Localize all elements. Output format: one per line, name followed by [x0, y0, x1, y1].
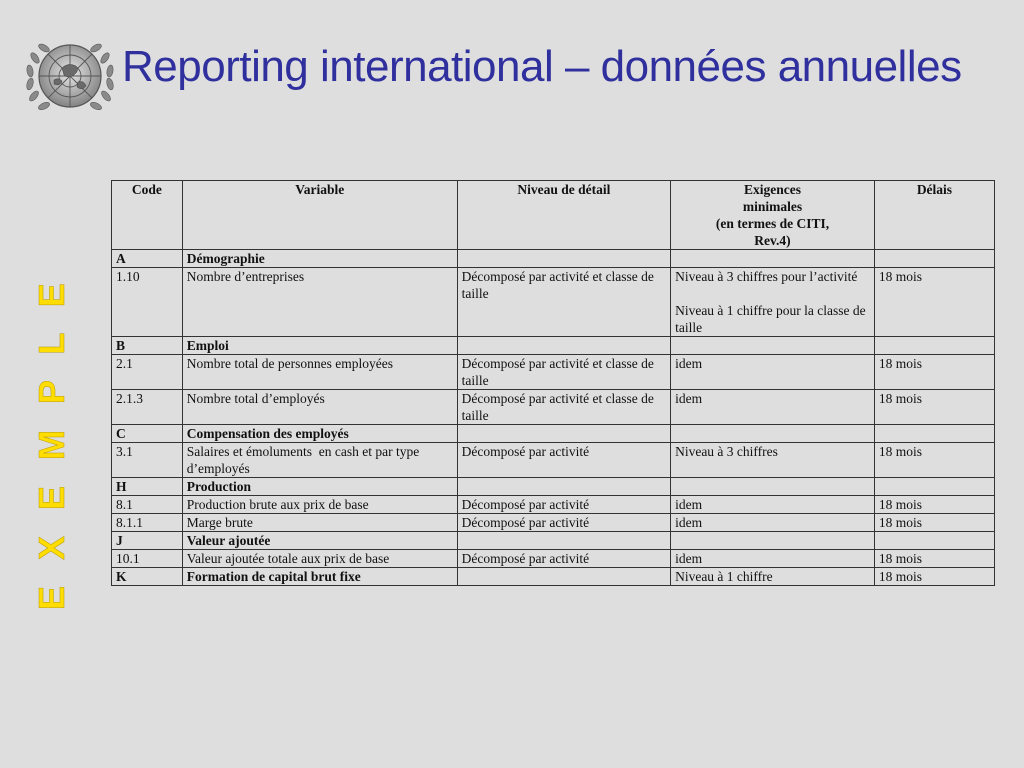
page-title: Reporting international – données annuel… — [122, 42, 962, 91]
cell-exigences — [670, 424, 875, 443]
cell-niveau — [456, 567, 672, 586]
cell-variable: Salaires et émoluments en cash et par ty… — [181, 442, 458, 478]
cell-variable: Marge brute — [181, 513, 458, 532]
cell-delais: 18 mois — [873, 389, 996, 425]
cell-code: 8.1.1 — [111, 513, 183, 532]
table-row: 3.1 Salaires et émoluments en cash et pa… — [111, 442, 996, 478]
cell-delais — [873, 424, 996, 443]
cell-exigences: Niveau à 3 chiffres — [670, 442, 875, 478]
cell-code: K — [111, 567, 183, 586]
cell-code: A — [111, 249, 183, 268]
header-exigences-line: (en termes de CITI, — [715, 216, 830, 231]
table-row: 2.1 Nombre total de personnes employées … — [111, 354, 996, 390]
cell-code: J — [111, 531, 183, 550]
table-row-section: H Production — [111, 477, 996, 496]
cell-exigences — [670, 477, 875, 496]
cell-variable: Production brute aux prix de base — [181, 495, 458, 514]
cell-niveau: Décomposé par activité et classe de tail… — [456, 389, 672, 425]
cell-exigences — [670, 249, 875, 268]
cell-exigences — [670, 531, 875, 550]
header-variable: Variable — [181, 180, 458, 250]
cell-code: 3.1 — [111, 442, 183, 478]
cell-delais — [873, 336, 996, 355]
table-row-section: B Emploi — [111, 336, 996, 355]
exigences-text: Niveau à 3 chiffres pour l’activité — [675, 269, 858, 284]
cell-code: H — [111, 477, 183, 496]
table-header-row: Code Variable Niveau de détail Exigences… — [111, 180, 996, 250]
header-exigences-line: Exigences — [743, 182, 801, 197]
cell-niveau — [456, 336, 672, 355]
cell-niveau: Décomposé par activité — [456, 442, 672, 478]
cell-exigences — [670, 336, 875, 355]
table-row: 2.1.3 Nombre total d’employés Décomposé … — [111, 389, 996, 425]
header-exigences: Exigences minimales (en termes de CITI, … — [670, 180, 875, 250]
cell-delais: 18 mois — [873, 442, 996, 478]
table-row-section: K Formation de capital brut fixe Niveau … — [111, 567, 996, 586]
table-row: 10.1 Valeur ajoutée totale aux prix de b… — [111, 549, 996, 568]
header-delais: Délais — [873, 180, 996, 250]
cell-variable: Nombre total d’employés — [181, 389, 458, 425]
cell-delais: 18 mois — [873, 495, 996, 514]
exemple-side-label: E X E M P L E — [31, 275, 73, 610]
cell-niveau — [456, 249, 672, 268]
header-code: Code — [111, 180, 183, 250]
exigences-text-2: Niveau à 1 chiffre pour la classe de tai… — [675, 303, 866, 335]
un-emblem-icon — [26, 43, 114, 111]
cell-code: 2.1.3 — [111, 389, 183, 425]
annual-reporting-table: Code Variable Niveau de détail Exigences… — [111, 180, 996, 586]
table-row: 8.1 Production brute aux prix de base Dé… — [111, 495, 996, 514]
cell-niveau: Décomposé par activité — [456, 495, 672, 514]
cell-delais — [873, 249, 996, 268]
cell-exigences: idem — [670, 389, 875, 425]
cell-exigences: idem — [670, 513, 875, 532]
cell-delais: 18 mois — [873, 354, 996, 390]
table-row-section: A Démographie — [111, 249, 996, 268]
cell-variable: Nombre d’entreprises — [181, 267, 458, 337]
cell-code: 8.1 — [111, 495, 183, 514]
cell-exigences: idem — [670, 354, 875, 390]
cell-exigences: Niveau à 1 chiffre — [670, 567, 875, 586]
cell-code: 10.1 — [111, 549, 183, 568]
cell-delais: 18 mois — [873, 267, 996, 337]
cell-delais — [873, 531, 996, 550]
cell-niveau: Décomposé par activité et classe de tail… — [456, 267, 672, 337]
cell-exigences: idem — [670, 549, 875, 568]
header-niveau-detail: Niveau de détail — [456, 180, 672, 250]
table-row-section: C Compensation des employés — [111, 424, 996, 443]
cell-variable: Production — [181, 477, 458, 496]
cell-code: 2.1 — [111, 354, 183, 390]
header-exigences-line: minimales — [742, 199, 803, 214]
cell-niveau — [456, 531, 672, 550]
table-row-section: J Valeur ajoutée — [111, 531, 996, 550]
header-exigences-line: Rev.4) — [754, 233, 791, 248]
cell-delais: 18 mois — [873, 513, 996, 532]
cell-exigences: Niveau à 3 chiffres pour l’activité Nive… — [670, 267, 875, 337]
cell-delais: 18 mois — [873, 567, 996, 586]
cell-code: 1.10 — [111, 267, 183, 337]
cell-variable: Formation de capital brut fixe — [181, 567, 458, 586]
cell-exigences: idem — [670, 495, 875, 514]
cell-delais — [873, 477, 996, 496]
cell-code: C — [111, 424, 183, 443]
cell-variable: Démographie — [181, 249, 458, 268]
cell-delais: 18 mois — [873, 549, 996, 568]
cell-niveau: Décomposé par activité — [456, 549, 672, 568]
cell-variable: Emploi — [181, 336, 458, 355]
table-row: 1.10 Nombre d’entreprises Décomposé par … — [111, 267, 996, 337]
cell-variable: Valeur ajoutée — [181, 531, 458, 550]
cell-variable: Valeur ajoutée totale aux prix de base — [181, 549, 458, 568]
cell-niveau — [456, 424, 672, 443]
cell-variable: Compensation des employés — [181, 424, 458, 443]
table-row: 8.1.1 Marge brute Décomposé par activité… — [111, 513, 996, 532]
cell-code: B — [111, 336, 183, 355]
cell-niveau: Décomposé par activité — [456, 513, 672, 532]
cell-variable: Nombre total de personnes employées — [181, 354, 458, 390]
cell-niveau: Décomposé par activité et classe de tail… — [456, 354, 672, 390]
cell-niveau — [456, 477, 672, 496]
